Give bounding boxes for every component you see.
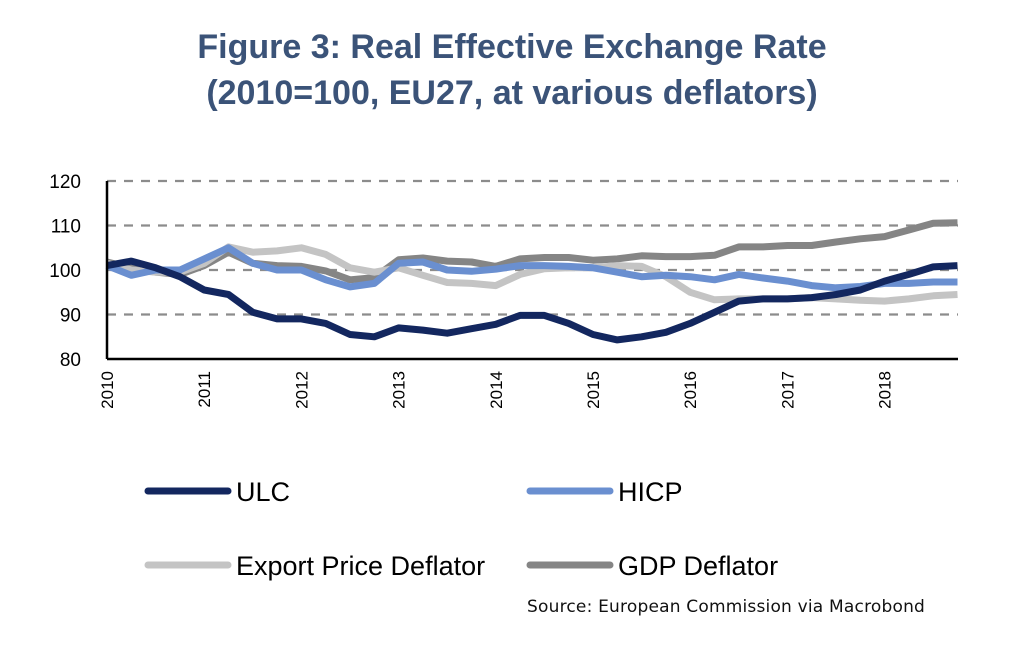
- legend: ULC HICP Export Price Deflator GDP Deflator: [144, 477, 778, 581]
- x-tick-label: 2014: [487, 371, 506, 409]
- y-tick-label: 90: [60, 306, 81, 327]
- x-tick-label: 2015: [584, 371, 603, 409]
- chart-subtitle: (2010=100, EU27, at various deflators): [206, 74, 818, 112]
- x-tick-label: 2013: [390, 371, 409, 409]
- series-line-ulc: [106, 257, 958, 344]
- legend-label-ulc: ULC: [236, 477, 290, 507]
- y-tick-label: 100: [49, 261, 81, 282]
- x-tick-label: 2012: [292, 371, 311, 409]
- y-tick-label: 80: [60, 350, 81, 371]
- x-axis-ticks: 2010 2011 2012 2013 2014 2015 2016 2017 2018: [98, 371, 895, 409]
- series-line-hicp: [105, 244, 958, 292]
- x-tick-label: 2017: [778, 371, 797, 409]
- x-tick-label: 2018: [876, 371, 895, 409]
- x-tick-label: 2010: [98, 371, 117, 409]
- legend-label-hicp: HICP: [618, 477, 683, 507]
- chart-title-line1: Figure 3: Real Effective Exchange Rate: [197, 28, 827, 66]
- series-lines: [105, 219, 958, 344]
- y-axis-ticks: 80 90 100 110 120: [49, 172, 81, 371]
- x-tick-label: 2011: [195, 371, 214, 408]
- y-tick-label: 120: [49, 172, 81, 193]
- legend-label-gdp-deflator: GDP Deflator: [618, 551, 778, 581]
- y-tick-label: 110: [51, 217, 81, 238]
- legend-label-export-price-deflator: Export Price Deflator: [236, 551, 485, 581]
- x-tick-label: 2016: [681, 371, 700, 409]
- chart-title: Figure 3: Real Effective Exchange Rate (…: [0, 24, 1024, 116]
- source-note: Source: European Commission via Macrobon…: [527, 597, 926, 617]
